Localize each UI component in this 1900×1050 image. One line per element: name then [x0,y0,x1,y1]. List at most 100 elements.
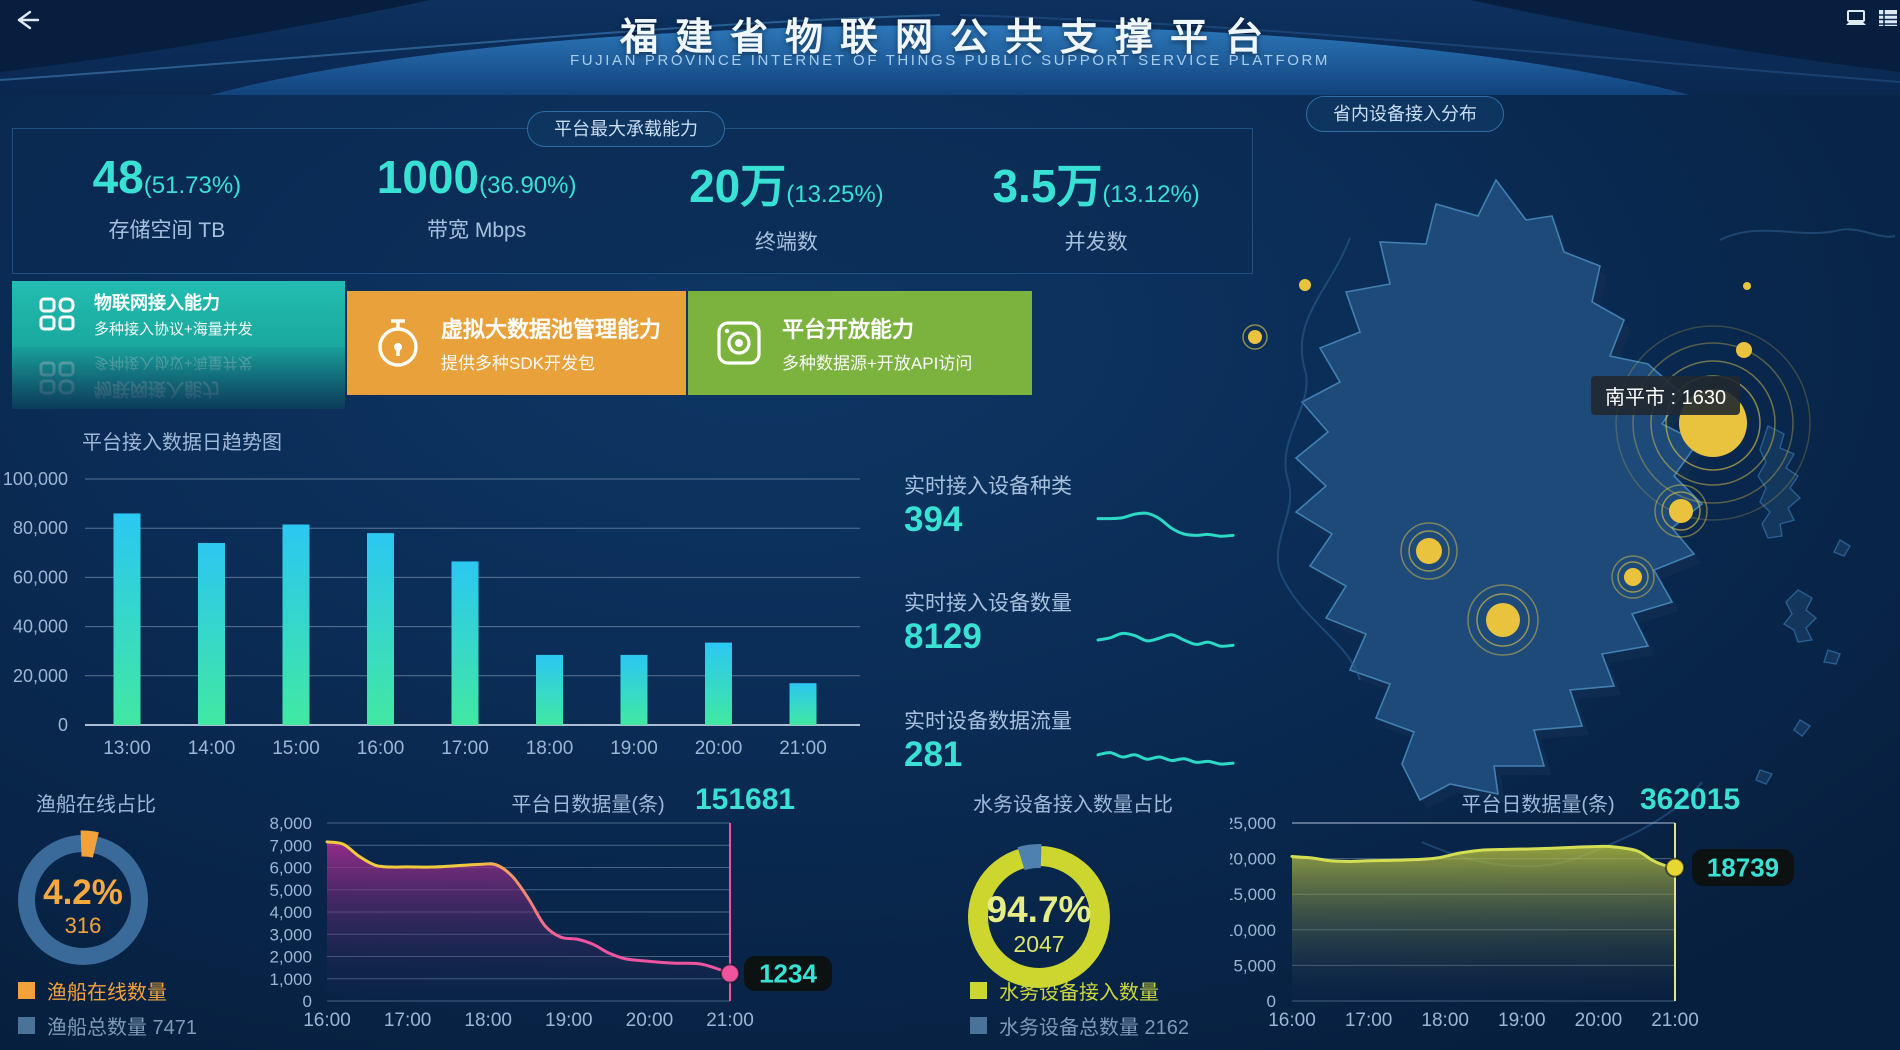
svg-text:80,000: 80,000 [13,518,68,538]
card-open-platform[interactable]: 平台开放能力 多种数据源+开放API访问 [688,291,1032,395]
legend-swatch [18,981,35,999]
header: 福建省物联网公共支撑平台 FUJIAN PROVINCE INTERNET OF… [0,0,1900,95]
rt-device-types-sparkline [1096,511,1235,538]
area1-total: 151681 [695,783,796,816]
list-icon[interactable] [1876,7,1900,29]
donut-water-svg [968,844,1110,988]
rt-data-flow-sparkline [1096,751,1235,766]
card-iot-access-subtitle: 多种接入协议+海量并发 [94,321,253,338]
donut-fishing-percent: 4.2% [43,873,123,912]
stat-concurrency: 3.5万(13.12%) 并发数 [941,150,1251,256]
capacity-panel [12,128,1253,274]
rt-device-types-label: 实时接入设备种类 [904,475,1072,498]
legend-water-online[interactable]: 水务设备接入数量 [970,978,1159,1004]
card-open-platform-title: 平台开放能力 [782,317,915,342]
bar-chart-title: 平台接入数据日趋势图 [82,432,282,454]
svg-text:21:00: 21:00 [706,1010,754,1031]
stat-storage-label: 存储空间 TB [108,219,226,242]
header-swoosh-decoration [0,0,1900,95]
grid-icon [39,297,75,331]
stat-terminals-value: 20万 [689,160,787,212]
province-map[interactable] [1200,120,1900,910]
page-title: 福建省物联网公共支撑平台 [619,17,1280,59]
svg-text:0: 0 [303,992,312,1011]
svg-text:20,000: 20,000 [13,666,68,686]
area-chart-left-svg: 0 1,000 2,000 3,000 4,000 5,000 6,000 7,000 8,00… [269,814,832,1031]
stat-terminals-percent: (13.25%) [786,181,884,208]
capacity-stats: 48(51.73%) 存储空间 TB 1000(36.90%) 带宽 Mbps … [12,150,1251,256]
svg-text:14:00: 14:00 [188,738,236,759]
donut-water-percent: 94.7% [986,889,1092,930]
svg-text:18739: 18739 [1707,853,1779,883]
svg-text:16:00: 16:00 [1268,1010,1316,1031]
legend-water-total[interactable]: 水务设备总数量 2162 [970,1013,1189,1039]
legend-label: 渔船总数量 7471 [47,1016,198,1039]
svg-text:21:00: 21:00 [1651,1010,1699,1031]
donut-water-center-value: 2047 [1013,931,1065,957]
legend-fishing-total[interactable]: 渔船总数量 7471 [18,1013,198,1039]
card-iot-access[interactable]: 物联网接入能力 多种接入协议+海量并发 [12,281,345,347]
stat-terminals-label: 终端数 [754,231,818,254]
svg-text:16:00: 16:00 [303,1010,351,1031]
svg-text:19:00: 19:00 [545,1010,593,1031]
svg-text:21:00: 21:00 [779,738,827,759]
legend-swatch [18,1016,35,1034]
svg-text:100,000: 100,000 [3,470,68,489]
stat-storage: 48(51.73%) 存储空间 TB [12,150,322,256]
donut-fishing-svg [18,830,148,965]
svg-text:16:00: 16:00 [357,738,405,759]
svg-text:60,000: 60,000 [13,567,68,587]
stat-storage-value: 48 [92,151,144,203]
stat-concurrency-percent: (13.12%) [1102,181,1200,208]
svg-text:19:00: 19:00 [610,738,658,759]
svg-text:13:00: 13:00 [103,738,151,759]
legend-label: 水务设备接入数量 [999,981,1159,1004]
province-fujian [1294,178,1704,802]
svg-text:17:00: 17:00 [1345,1010,1393,1031]
stopwatch-icon [378,319,418,367]
legend-swatch [970,1016,987,1034]
svg-text:4,000: 4,000 [269,903,312,922]
camera-icon [717,321,761,365]
legend-label: 渔船在线数量 [47,981,167,1004]
svg-text:40,000: 40,000 [13,617,68,637]
card-bigdata-pool[interactable]: 虚拟大数据池管理能力 提供多种SDK开发包 [347,291,686,395]
svg-text:8,000: 8,000 [269,814,312,833]
stat-terminals: 20万(13.25%) 终端数 [632,150,942,256]
svg-text:10,000: 10,000 [1230,921,1276,940]
stat-bandwidth-percent: (36.90%) [479,172,577,199]
svg-text:20:00: 20:00 [695,738,743,759]
legend-fishing-online[interactable]: 渔船在线数量 [18,978,167,1004]
rt-device-count-label: 实时接入设备数量 [904,592,1072,615]
stat-concurrency-value: 3.5万 [992,160,1103,212]
rt-device-count-value: 8129 [904,617,982,656]
svg-text:18:00: 18:00 [526,738,574,759]
rt-data-flow-value: 281 [904,735,963,774]
monitor-icon[interactable] [1844,8,1868,30]
svg-text:2,000: 2,000 [269,948,312,967]
coastline-islands [1755,425,1851,785]
svg-text:5,000: 5,000 [1233,956,1276,975]
svg-text:0: 0 [1267,992,1276,1011]
svg-text:6,000: 6,000 [269,859,312,878]
card-bigdata-pool-title: 虚拟大数据池管理能力 [441,317,662,342]
capacity-panel-label: 平台最大承载能力 [527,111,725,147]
bar-chart-svg: 0 20,000 40,000 60,000 80,000 100,000 13:00 14:… [3,470,860,759]
donut-water-title: 水务设备接入数量占比 [973,794,1173,816]
svg-text:17:00: 17:00 [384,1010,432,1031]
stat-bandwidth: 1000(36.90%) 带宽 Mbps [322,150,632,256]
area-chart-right-svg: 0 5,000 10,000 15,000 20,000 25,000 16:00 17:00… [1230,814,1794,1031]
area1-title: 平台日数据量(条) [511,794,665,816]
stat-bandwidth-label: 带宽 Mbps [427,219,527,242]
page-subtitle: FUJIAN PROVINCE INTERNET OF THINGS PUBLI… [569,52,1331,69]
svg-text:17:00: 17:00 [441,738,489,759]
legend-swatch [970,981,987,999]
area2-total: 362015 [1640,783,1741,816]
rt-device-types-value: 394 [904,500,963,539]
card-iot-access-title: 物联网接入能力 [94,293,220,313]
area2-title: 平台日数据量(条) [1461,794,1615,816]
svg-text:25,000: 25,000 [1230,814,1276,833]
back-icon[interactable] [14,9,42,33]
card-bigdata-pool-subtitle: 提供多种SDK开发包 [441,354,595,373]
